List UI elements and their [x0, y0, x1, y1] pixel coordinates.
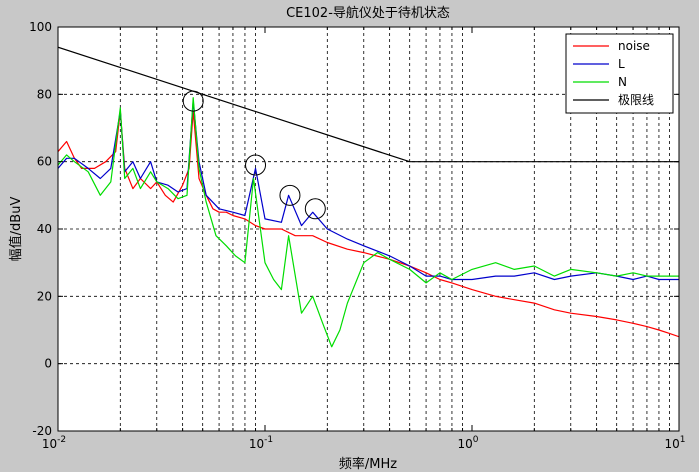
legend: noise LN 极限线	[565, 33, 674, 114]
legend-label: L	[618, 57, 625, 71]
annotation-circle	[279, 184, 301, 206]
legend-label: 极限线	[618, 93, 654, 107]
series-layer	[58, 46, 679, 348]
legend-label: N	[618, 75, 627, 89]
x-tick-label: 100	[457, 435, 478, 451]
series-line	[58, 100, 679, 281]
annotation-circle	[304, 198, 326, 220]
y-tick-label: 60	[37, 155, 52, 169]
y-tick-label: 40	[37, 222, 52, 236]
annotation-circle	[182, 90, 204, 112]
y-tick-label: 80	[37, 87, 52, 101]
legend-label: noise	[618, 39, 650, 53]
y-tick-label: 100	[29, 20, 52, 34]
y-axis-label: 幅值/dBuV	[8, 197, 24, 262]
chart-title: CE102-导航仪处于待机状态	[286, 5, 450, 21]
annotation-layer	[182, 90, 326, 220]
series-line	[58, 46, 679, 163]
annotation-circle	[245, 154, 267, 176]
x-tick-label: 101	[664, 435, 685, 451]
y-tick-label: -20	[32, 424, 52, 438]
series-line	[58, 97, 679, 348]
x-tick-label: 10-1	[249, 435, 273, 451]
x-axis-label: 频率/MHz	[339, 456, 397, 472]
y-tick-label: 20	[37, 289, 52, 303]
legend-items: noise LN 极限线	[573, 39, 654, 107]
x-tick-label: 10-2	[42, 435, 66, 451]
y-tick-label: 0	[44, 357, 52, 371]
axis-ticks: -20 0 20 40 60 80 100 10-2 10-1 100 101	[29, 20, 685, 451]
